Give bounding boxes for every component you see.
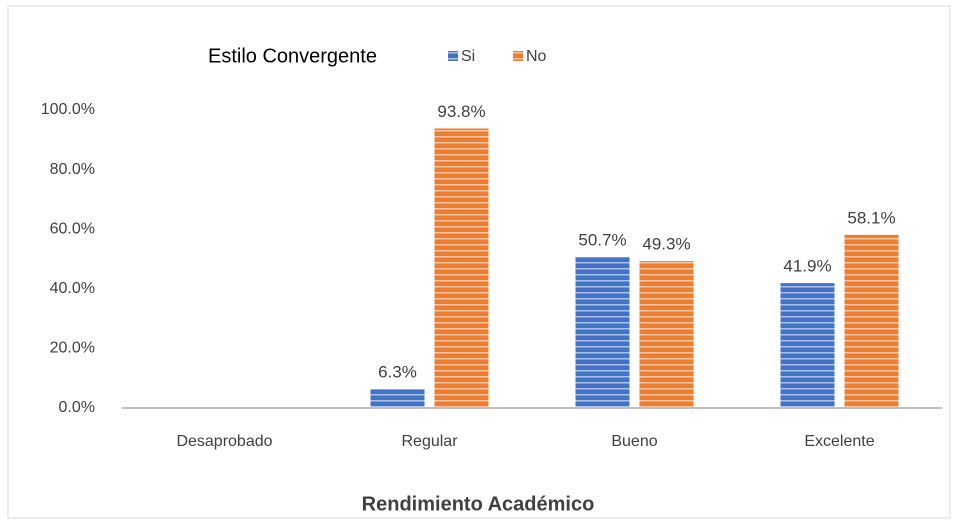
bar xyxy=(844,234,899,408)
value-label: 49.3% xyxy=(642,235,690,254)
legend-swatch xyxy=(448,51,458,61)
value-label: 41.9% xyxy=(783,257,831,276)
legend-label: Si xyxy=(461,48,475,65)
bar xyxy=(780,283,835,408)
legend-title: Estilo Convergente xyxy=(208,45,377,67)
value-label: 58.1% xyxy=(847,208,895,227)
bar xyxy=(434,128,489,408)
y-tick-label: 60.0% xyxy=(50,220,95,237)
bar xyxy=(575,256,630,408)
bar xyxy=(639,261,694,408)
x-tick-label: Desaprobado xyxy=(176,433,272,450)
value-label: 50.7% xyxy=(578,230,626,249)
value-label: 6.3% xyxy=(378,363,417,382)
x-tick-label: Excelente xyxy=(804,433,874,450)
legend-label: No xyxy=(526,48,547,65)
y-tick-label: 0.0% xyxy=(59,399,95,416)
y-tick-label: 100.0% xyxy=(41,101,95,118)
x-tick-label: Regular xyxy=(401,433,458,450)
bar xyxy=(370,389,425,408)
x-axis-title: Rendimiento Académico xyxy=(362,493,595,515)
y-tick-label: 40.0% xyxy=(50,280,95,297)
value-label: 93.8% xyxy=(437,102,485,121)
x-tick-label: Bueno xyxy=(611,433,657,450)
legend-swatch xyxy=(513,51,523,61)
y-tick-label: 80.0% xyxy=(50,161,95,178)
y-tick-label: 20.0% xyxy=(50,340,95,357)
